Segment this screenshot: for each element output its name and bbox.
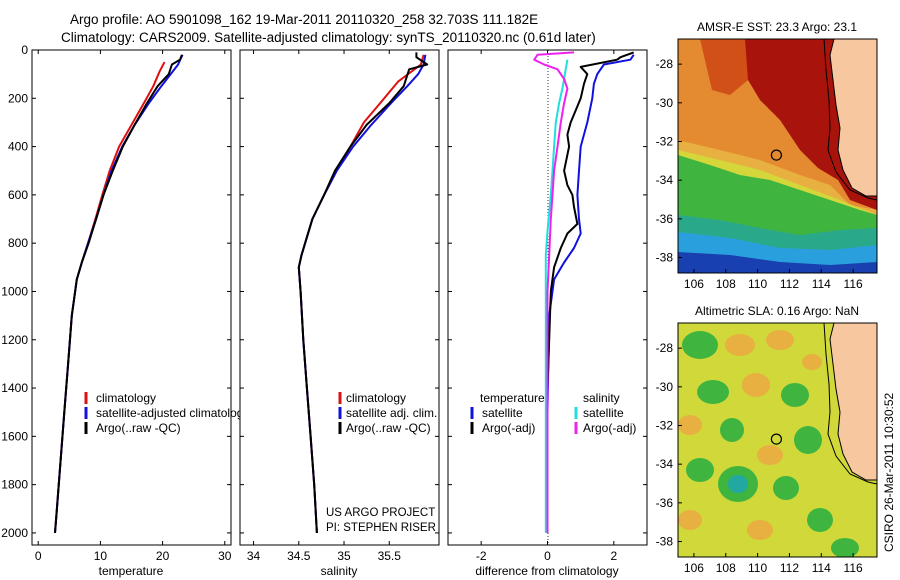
- y-tick-label: 1000: [1, 284, 28, 298]
- map-y-tick-label: -32: [656, 134, 674, 148]
- sla-shelf-contour: [823, 323, 877, 485]
- y-tick-label: 2000: [1, 526, 28, 540]
- x-tick-label: 35: [337, 549, 351, 563]
- sla-eddies: [678, 330, 859, 557]
- sla-map-panel: Altimetric SLA: 0.16 Argo: NaN: [656, 304, 878, 575]
- series-line-argo-raw-qc: [54, 54, 183, 533]
- legend-label-climatology: climatology: [346, 391, 406, 405]
- salinity-panel: 34 34.5 35 35.5 salinity climatology satell…: [239, 49, 440, 578]
- map-x-tick-label: 110: [748, 561, 767, 575]
- sst-shelf-contour: [823, 39, 877, 201]
- series-line-satellite-temperature: [546, 54, 635, 533]
- sst-map-panel: AMSR-E SST: 23.3 Argo: 23.1 106 108 110 112…: [656, 20, 878, 291]
- map-y-tick-label: -36: [656, 212, 674, 226]
- salinity-plot-frame: [239, 49, 440, 546]
- map-y-tick-label: -34: [656, 173, 674, 187]
- x-tick-label: -2: [476, 549, 487, 563]
- map-y-tick-label: -30: [656, 96, 674, 110]
- sla-argo-marker: [770, 433, 783, 445]
- salinity-axis-label: salinity: [321, 564, 358, 578]
- map-x-tick-label: 116: [844, 277, 863, 291]
- legend-label-argo: Argo(..raw -QC): [96, 421, 181, 435]
- sla-land: [829, 323, 877, 481]
- series-line-argo-raw-qc: [297, 52, 429, 533]
- x-tick-label: 0: [544, 549, 551, 563]
- x-tick-label: 30: [218, 549, 232, 563]
- x-tick-label: 2: [610, 549, 617, 563]
- series-line-argo-adj-salinity: [533, 51, 575, 533]
- x-tick-label: 35.5: [378, 549, 402, 563]
- x-tick-label: 34.5: [287, 549, 311, 563]
- temperature-panel: 0 10 20 30 0 200 400 600 800 1000 1200 1400 1600 1800…: [1, 43, 249, 578]
- y-tick-label: 600: [8, 188, 28, 202]
- difference-axis-label: difference from climatology: [475, 564, 618, 578]
- map-y-tick-label: -30: [656, 380, 674, 394]
- sla-map-frame: [677, 322, 878, 558]
- legend-label-satellite: satellite-adjusted climatology: [96, 406, 249, 420]
- map-x-tick-label: 108: [716, 277, 736, 291]
- pi-annotation: PI: STEPHEN RISER: [326, 522, 436, 534]
- y-tick-label: 1200: [1, 333, 28, 347]
- map-y-tick-label: -38: [656, 535, 674, 549]
- header-line1: Argo profile: AO 5901098_162 19-Mar-2011…: [70, 12, 538, 27]
- y-tick-label: 1800: [1, 478, 28, 492]
- map-x-tick-label: 106: [684, 277, 704, 291]
- x-tick-label: 34: [247, 549, 261, 563]
- y-tick-label: 1400: [1, 381, 28, 395]
- sla-map-title: Altimetric SLA: 0.16 Argo: NaN: [695, 304, 859, 318]
- legend-header-temperature: temperature: [480, 391, 545, 405]
- sst-blue-band: [678, 252, 877, 273]
- map-x-tick-label: 110: [748, 277, 767, 291]
- legend-label-argo-salinity: Argo(-adj): [583, 421, 636, 435]
- y-tick-label: 1600: [1, 429, 28, 443]
- project-annotation: US ARGO PROJECT: [326, 507, 435, 519]
- map-x-tick-label: 116: [844, 561, 863, 575]
- map-y-tick-label: -34: [656, 457, 674, 471]
- header-line2: Climatology: CARS2009. Satellite-adjuste…: [61, 30, 596, 45]
- temperature-legend: climatology satellite-adjusted climatolo…: [84, 391, 249, 435]
- sst-argo-marker: [770, 149, 783, 161]
- difference-legend: temperature salinity satellite Argo(-adj…: [470, 391, 636, 435]
- y-tick-label: 400: [8, 140, 28, 154]
- x-tick-label: 0: [35, 549, 42, 563]
- difference-panel: -2 0 2 difference from climatology tempera…: [447, 49, 648, 578]
- map-x-tick-label: 114: [812, 561, 831, 575]
- sst-map-title: AMSR-E SST: 23.3 Argo: 23.1: [697, 20, 857, 34]
- legend-label-satellite-salinity: satellite: [583, 406, 624, 420]
- map-x-tick-label: 106: [684, 561, 704, 575]
- x-tick-label: 20: [156, 549, 170, 563]
- y-tick-label: 800: [8, 236, 28, 250]
- map-x-tick-label: 112: [780, 277, 799, 291]
- map-x-tick-label: 114: [812, 277, 831, 291]
- series-line-argo-adj-temperature: [546, 51, 635, 533]
- sst-land: [829, 39, 877, 197]
- salinity-legend: climatology satellite adj. clim. Argo(..…: [338, 391, 437, 435]
- map-y-tick-label: -38: [656, 251, 674, 265]
- temperature-axis-label: temperature: [99, 564, 164, 578]
- legend-header-salinity: salinity: [583, 391, 620, 405]
- y-tick-label: 0: [21, 43, 28, 57]
- legend-label-argo-temperature: Argo(-adj): [482, 421, 535, 435]
- legend-label-argo: Argo(..raw -QC): [346, 421, 431, 435]
- x-tick-label: 10: [94, 549, 108, 563]
- map-y-tick-label: -28: [656, 341, 674, 355]
- sst-hot-band: [700, 39, 748, 95]
- map-y-tick-label: -36: [656, 496, 674, 510]
- legend-label-satellite-temperature: satellite: [482, 406, 523, 420]
- y-tick-label: 200: [8, 91, 28, 105]
- map-y-tick-label: -28: [656, 57, 674, 71]
- footer-stamp: CSIRO 26-Mar-2011 10:30:52: [882, 392, 896, 552]
- sst-map-frame: [677, 38, 878, 274]
- map-x-tick-label: 112: [780, 561, 799, 575]
- map-y-tick-label: -32: [656, 418, 674, 432]
- legend-label-climatology: climatology: [96, 391, 156, 405]
- legend-label-satellite: satellite adj. clim.: [346, 406, 437, 420]
- map-x-tick-label: 108: [716, 561, 736, 575]
